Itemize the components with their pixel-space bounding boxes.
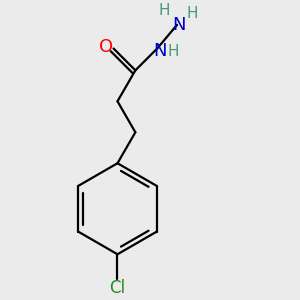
Text: N: N [172, 16, 185, 34]
Text: H: H [158, 3, 170, 18]
Text: Cl: Cl [110, 279, 126, 297]
Text: O: O [99, 38, 113, 56]
Text: N: N [153, 42, 166, 60]
Text: H: H [167, 44, 178, 59]
Text: H: H [187, 6, 198, 21]
